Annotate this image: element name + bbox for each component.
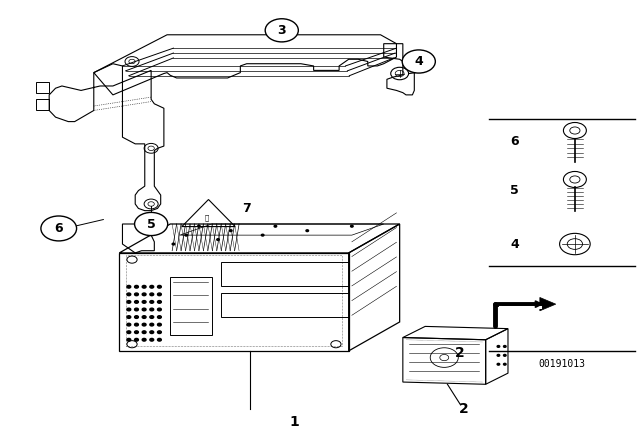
Circle shape: [127, 301, 131, 303]
Circle shape: [134, 212, 168, 236]
Text: 4: 4: [510, 237, 519, 250]
Circle shape: [497, 354, 500, 356]
Circle shape: [142, 285, 146, 288]
Circle shape: [134, 285, 138, 288]
Circle shape: [142, 338, 146, 341]
Circle shape: [127, 316, 131, 319]
Circle shape: [127, 293, 131, 296]
Circle shape: [306, 230, 308, 232]
Circle shape: [134, 316, 138, 319]
Text: 1: 1: [290, 415, 300, 429]
Circle shape: [142, 316, 146, 319]
Circle shape: [150, 301, 154, 303]
Circle shape: [157, 293, 161, 296]
Circle shape: [134, 308, 138, 311]
Circle shape: [127, 323, 131, 326]
Circle shape: [265, 19, 298, 42]
Circle shape: [157, 316, 161, 319]
Circle shape: [127, 331, 131, 333]
Text: ⓟ: ⓟ: [204, 214, 209, 220]
Circle shape: [198, 225, 200, 227]
Circle shape: [230, 230, 232, 232]
Circle shape: [41, 216, 77, 241]
Circle shape: [172, 243, 175, 245]
Circle shape: [504, 363, 506, 365]
Circle shape: [127, 285, 131, 288]
Text: 00191013: 00191013: [539, 359, 586, 369]
Circle shape: [497, 363, 500, 365]
Circle shape: [157, 301, 161, 303]
Text: 2: 2: [458, 402, 468, 416]
Circle shape: [150, 331, 154, 333]
Circle shape: [157, 338, 161, 341]
Circle shape: [157, 308, 161, 311]
Circle shape: [150, 308, 154, 311]
Circle shape: [261, 234, 264, 236]
Circle shape: [274, 225, 276, 227]
Circle shape: [504, 345, 506, 347]
Circle shape: [150, 338, 154, 341]
Circle shape: [559, 233, 590, 255]
Circle shape: [134, 323, 138, 326]
Circle shape: [142, 331, 146, 333]
Circle shape: [504, 354, 506, 356]
Circle shape: [157, 323, 161, 326]
Circle shape: [351, 225, 353, 227]
Polygon shape: [540, 297, 556, 311]
Circle shape: [185, 234, 188, 236]
Text: 4: 4: [414, 55, 423, 68]
Circle shape: [150, 285, 154, 288]
Circle shape: [157, 285, 161, 288]
Circle shape: [142, 293, 146, 296]
Circle shape: [142, 301, 146, 303]
Circle shape: [127, 308, 131, 311]
Circle shape: [563, 172, 586, 188]
Text: 3: 3: [278, 24, 286, 37]
Circle shape: [127, 338, 131, 341]
Circle shape: [497, 345, 500, 347]
Circle shape: [157, 331, 161, 333]
Circle shape: [134, 338, 138, 341]
Circle shape: [142, 323, 146, 326]
Circle shape: [134, 293, 138, 296]
Text: 6: 6: [54, 222, 63, 235]
Circle shape: [150, 316, 154, 319]
Circle shape: [134, 331, 138, 333]
Text: 5: 5: [147, 217, 156, 231]
Circle shape: [402, 50, 435, 73]
Circle shape: [563, 122, 586, 138]
Text: 5: 5: [510, 184, 519, 197]
Text: 6: 6: [510, 135, 518, 148]
Circle shape: [217, 239, 220, 241]
Circle shape: [142, 308, 146, 311]
Text: 2: 2: [455, 346, 465, 360]
Circle shape: [150, 293, 154, 296]
Circle shape: [150, 323, 154, 326]
Text: 7: 7: [243, 202, 251, 215]
Circle shape: [134, 301, 138, 303]
